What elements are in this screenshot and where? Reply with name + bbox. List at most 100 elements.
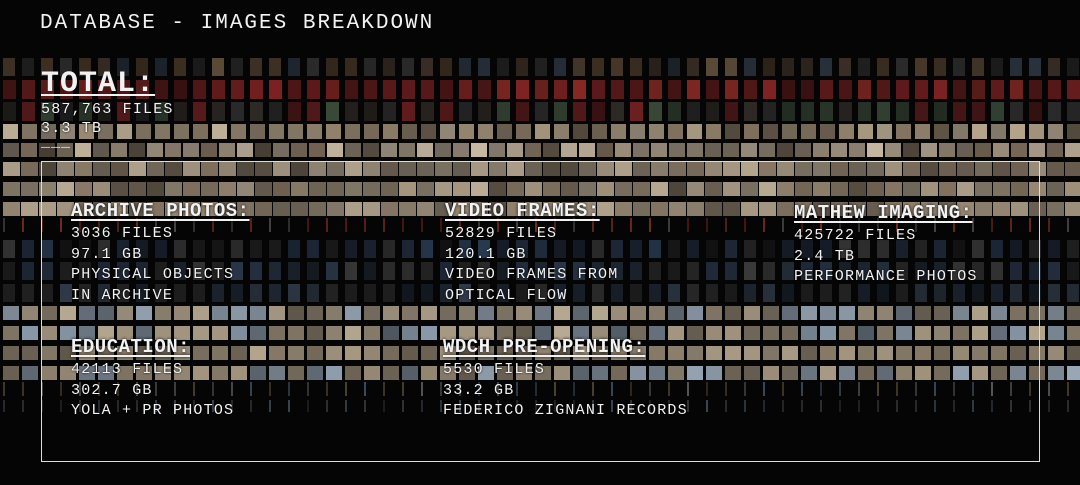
mosaic-tile	[706, 80, 719, 99]
mosaic-tile	[1010, 284, 1022, 302]
mosaic-tile	[877, 240, 889, 258]
mosaic-tile	[98, 306, 114, 320]
mosaic-tile	[763, 400, 765, 412]
section-description: PHYSICAL OBJECTS	[71, 266, 235, 283]
mosaic-tile	[421, 240, 433, 258]
mosaic-tile	[972, 124, 987, 139]
mosaic-tile	[896, 102, 909, 121]
mosaic-tile	[597, 162, 614, 176]
mosaic-tile	[1067, 284, 1079, 302]
mosaic-tile	[687, 382, 689, 396]
mosaic-tile	[725, 284, 737, 302]
mosaic-tile	[782, 262, 794, 280]
mosaic-tile	[611, 400, 613, 412]
mosaic-tile	[291, 143, 307, 157]
mosaic-tile	[611, 102, 624, 121]
mosaic-tile	[1048, 262, 1060, 280]
mosaic-tile	[1029, 182, 1046, 196]
mosaic-tile	[561, 202, 578, 216]
mosaic-tile	[611, 346, 627, 360]
mosaic-tile	[915, 218, 917, 232]
mosaic-tile	[269, 400, 271, 412]
mosaic-tile	[687, 218, 689, 232]
mosaic-tile	[507, 143, 523, 157]
mosaic-tile	[309, 202, 326, 216]
mosaic-tile	[39, 202, 56, 216]
mosaic-tile	[554, 124, 569, 139]
mosaic-tile	[471, 202, 488, 216]
mosaic-tile	[649, 306, 665, 320]
mosaic-tile	[592, 346, 608, 360]
mosaic-tile	[345, 382, 347, 396]
mosaic-tile	[525, 202, 542, 216]
mosaic-tile	[554, 240, 566, 258]
mosaic-tile	[459, 80, 472, 99]
mosaic-tile	[573, 346, 589, 360]
mosaic-tile	[921, 143, 937, 157]
mosaic-tile	[497, 80, 510, 99]
mosaic-tile	[763, 284, 775, 302]
mosaic-tile	[255, 162, 272, 176]
mosaic-tile	[136, 58, 148, 76]
mosaic-tile	[763, 58, 775, 76]
mosaic-tile	[535, 284, 547, 302]
mosaic-tile	[478, 326, 494, 340]
mosaic-tile	[60, 218, 62, 232]
mosaic-tile	[60, 366, 76, 380]
mosaic-tile	[820, 346, 836, 360]
mosaic-tile	[57, 162, 74, 176]
section-description: OPTICAL FLOW	[445, 286, 568, 304]
mosaic-tile	[573, 382, 575, 396]
mosaic-tile	[934, 382, 936, 396]
section-size: 97.1 GB	[71, 245, 143, 263]
mosaic-tile	[744, 124, 759, 139]
mosaic-tile	[41, 382, 43, 396]
mosaic-tile	[478, 124, 493, 139]
mosaic-tile	[554, 284, 566, 302]
mosaic-tile	[288, 124, 303, 139]
mosaic-tile	[291, 162, 308, 176]
mosaic-tile	[777, 162, 794, 176]
section-size: 33.2 GB	[443, 381, 515, 399]
mosaic-tile	[972, 400, 974, 412]
mosaic-tile	[345, 306, 361, 320]
mosaic-tile	[93, 162, 110, 176]
mosaic-tile	[723, 202, 740, 216]
mosaic-tile	[915, 366, 931, 380]
mosaic-tile	[687, 202, 704, 216]
mosaic-tile	[759, 182, 776, 196]
mosaic-tile	[117, 102, 130, 121]
mosaic-tile	[573, 218, 575, 232]
mosaic-tile	[237, 202, 254, 216]
mosaic-tile	[269, 346, 285, 360]
mosaic-tile	[57, 143, 73, 157]
mosaic-tile	[763, 240, 775, 258]
mosaic-tile	[41, 240, 53, 258]
mosaic-tile	[896, 262, 908, 280]
mosaic-tile	[174, 366, 190, 380]
mosaic-tile	[687, 143, 703, 157]
mosaic-tile	[867, 162, 884, 176]
mosaic-tile	[345, 366, 361, 380]
mosaic-tile	[744, 382, 746, 396]
mosaic-tile	[820, 102, 833, 121]
mosaic-tile	[801, 284, 813, 302]
mosaic-tile	[759, 162, 776, 176]
mosaic-tile	[516, 366, 532, 380]
mosaic-tile	[174, 326, 190, 340]
mosaic-tile	[725, 326, 741, 340]
mosaic-tile	[326, 326, 342, 340]
section-heading: EDUCATION:	[71, 336, 191, 358]
mosaic-tile	[459, 58, 471, 76]
mosaic-tile	[972, 262, 984, 280]
mosaic-tile	[307, 400, 309, 412]
mosaic-tile	[915, 102, 928, 121]
mosaic-tile	[1011, 182, 1028, 196]
mosaic-tile	[231, 58, 243, 76]
mosaic-tile	[193, 80, 206, 99]
mosaic-tile	[896, 240, 908, 258]
mosaic-tile	[535, 326, 551, 340]
mosaic-tile	[849, 202, 866, 216]
mosaic-tile	[326, 366, 342, 380]
mosaic-tile	[231, 218, 233, 232]
